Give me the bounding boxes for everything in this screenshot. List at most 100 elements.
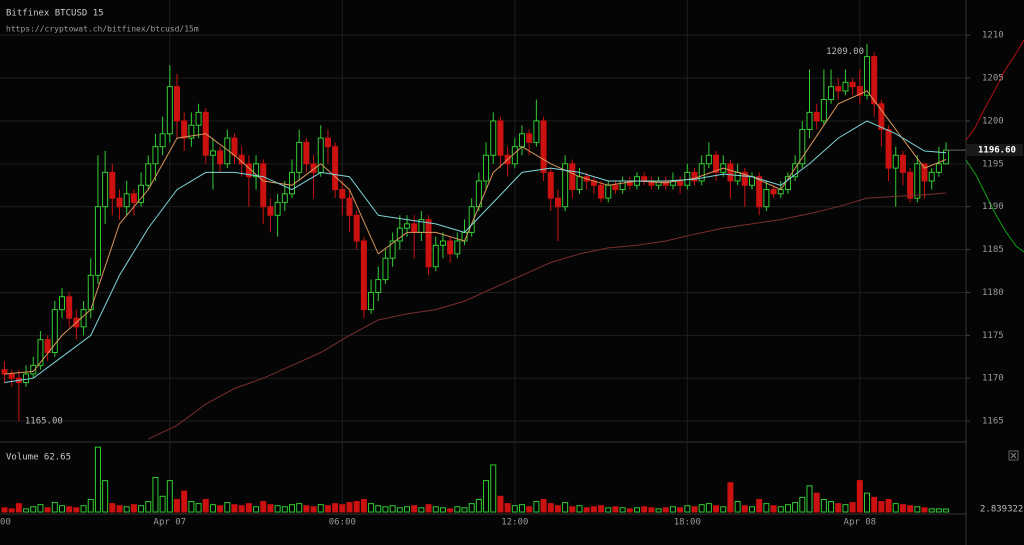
candle-body [935,163,942,173]
candle-body [741,171,748,186]
candle-body [526,133,533,143]
candle-body [339,189,346,199]
volume-bar [677,507,684,513]
candle-body [691,171,698,182]
candle-body [303,141,310,165]
volume-bar [820,498,827,513]
x-tick-label: 06:00 [329,518,356,528]
volume-bar [368,503,375,513]
candle-body [152,146,159,165]
volume-bar [806,485,813,513]
volume-bar [813,492,820,513]
candle-body [454,240,461,255]
candle-body [677,180,684,186]
volume-bar [562,502,569,513]
volume-bar [749,506,755,513]
volume-bar [260,501,267,513]
volume-bar [296,503,303,513]
candle-body [94,206,101,276]
candle-body [885,129,892,169]
candle-body [166,86,173,135]
candle-body [899,154,906,173]
candle-body [37,339,44,366]
candle-body [332,146,339,191]
candle-body [799,129,806,165]
volume-bar [245,503,252,513]
candle-body [619,180,626,191]
volume-bar [23,508,30,513]
candle-body [605,184,612,199]
candle-body [217,150,224,165]
volume-bar [439,507,446,513]
volume-bar [892,503,899,513]
volume-bar [490,464,497,513]
volume-bar [626,508,633,513]
candle-body [770,189,777,195]
y-tick-label: 1175 [982,331,1004,341]
indicator-line [148,192,947,440]
volume-bar [339,504,346,513]
candle-body [138,184,145,203]
candle-body [253,163,260,178]
candle-body [1,369,8,375]
candle-body [928,171,935,182]
candle-body [562,163,569,208]
volume-bar [705,503,712,513]
candle-body [44,339,51,354]
volume-bar [504,503,511,513]
candle-body [274,201,281,216]
volume-bar [698,504,705,513]
close-icon[interactable] [1010,452,1017,459]
volume-bar [734,501,741,513]
volume-bar [669,506,676,513]
volume-bar [332,503,339,513]
close-button[interactable] [1008,450,1019,461]
candle-body [382,257,389,281]
candle-body [734,171,741,182]
volume-bar [30,506,37,513]
candle-body [181,120,188,139]
volume-bar [554,505,561,513]
y-tick-label: 1205 [982,74,1004,84]
volume-bar [303,505,310,513]
volume-bar [281,506,288,513]
volume-bar [73,507,80,513]
candle-body [641,176,648,182]
volume-bar [66,506,73,513]
candle-body [231,137,238,156]
candle-body [260,163,267,208]
volume-bar [130,504,137,513]
volume-bar [713,505,720,513]
volume-bar [411,505,418,513]
candle-body [468,206,475,233]
volume-bar [914,506,921,513]
volume-bar [174,498,180,513]
y-tick-label: 1185 [982,245,1004,255]
x-tick-label: 18:00 [0,518,11,528]
candle-body [375,279,382,293]
volume-bar [267,504,274,513]
candle-body [705,154,712,165]
volume-bar [533,501,540,513]
candle-body [842,81,849,92]
volume-bar [44,507,51,513]
candle-body [598,184,605,199]
volume-bar [598,505,605,513]
volume-bar [404,506,410,513]
candle-body [209,150,216,156]
last-price-box [967,144,1023,157]
candle-body [698,163,705,182]
candle-body [763,189,770,208]
candle-body [612,184,619,191]
volume-bar [583,507,590,513]
volume-bar [475,498,482,513]
volume-bar [375,505,382,513]
volume-bar [418,507,425,513]
candle-body [296,141,303,173]
depth-bids [965,159,1024,253]
candle-body [447,240,454,255]
candle-body [59,296,65,311]
volume-bar [935,508,942,513]
volume-bar [425,504,432,513]
